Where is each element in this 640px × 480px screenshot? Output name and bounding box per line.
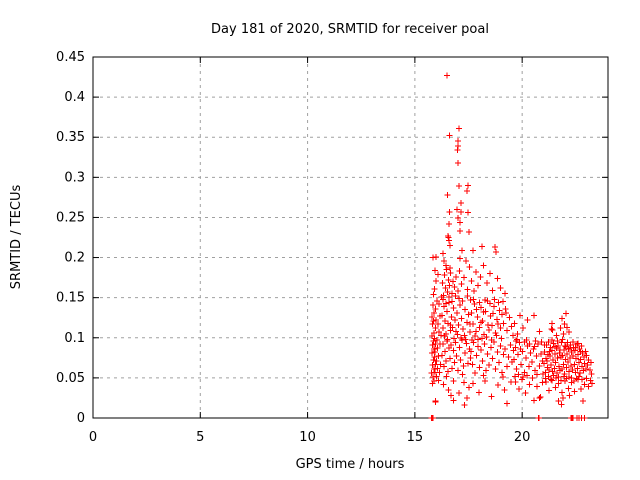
y-tick-label: 0.4 [64, 90, 85, 105]
y-axis-label: SRMTID / TECUs [9, 185, 24, 290]
axis-ticks [92, 56, 608, 419]
grid-lines [93, 57, 608, 418]
y-tick-label: 0.2 [64, 251, 85, 266]
y-tick-label: 0.25 [56, 210, 85, 225]
plot-border [92, 56, 609, 419]
y-tick-label: 0 [77, 411, 85, 426]
x-tick-label: 15 [407, 430, 424, 445]
y-tick-label: 0.3 [64, 170, 85, 185]
y-tick-label: 0.05 [56, 371, 85, 386]
x-axis-label: GPS time / hours [296, 457, 405, 472]
x-tick-label: 5 [196, 430, 204, 445]
data-point-markers [428, 72, 595, 421]
chart-title: Day 181 of 2020, SRMTID for receiver poa… [211, 22, 489, 37]
y-tick-label: 0.15 [56, 291, 85, 306]
x-tick-label: 10 [299, 430, 316, 445]
y-tick-label: 0.45 [56, 50, 85, 65]
y-tick-label: 0.1 [64, 331, 85, 346]
y-tick-label: 0.35 [56, 130, 85, 145]
tick-labels: 0 5 10 15 20 0 0.05 0.1 0.15 0.2 0.25 0.3 0.35 0.4 0.4… [56, 50, 530, 445]
x-tick-label: 0 [89, 430, 97, 445]
x-tick-label: 20 [514, 430, 531, 445]
scatter-points [428, 72, 595, 421]
